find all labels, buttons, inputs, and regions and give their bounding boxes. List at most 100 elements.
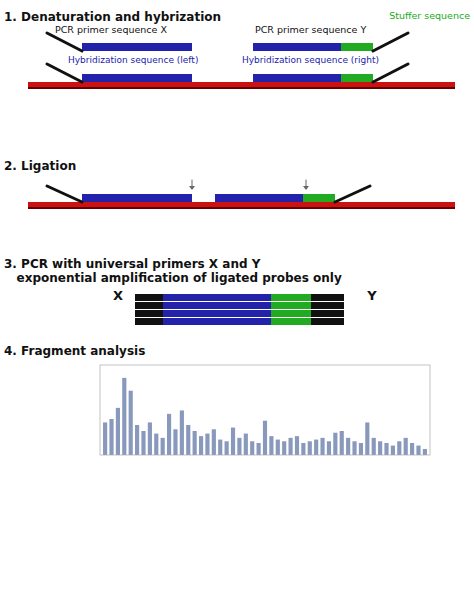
amplicon-primer-x	[135, 302, 163, 309]
bar	[289, 438, 293, 455]
bar	[282, 441, 286, 455]
right-probe-stuffer	[303, 194, 335, 202]
left-probe-primer	[47, 186, 82, 202]
amplicon-primer-y	[311, 318, 344, 325]
dna-strand	[28, 82, 455, 87]
ligation-arrow-head	[303, 186, 309, 190]
bar	[423, 449, 427, 455]
amplicon-hybridization	[163, 294, 271, 301]
plot-background	[100, 365, 430, 455]
section-title: 2. Ligation	[4, 159, 76, 173]
bar	[276, 440, 280, 455]
bar	[244, 434, 248, 455]
left-probe-primer	[47, 64, 82, 82]
left-probe-hybridization	[82, 74, 192, 82]
bar	[173, 429, 177, 455]
amplicon-primer-x	[135, 310, 163, 317]
bars	[103, 378, 427, 455]
amplicon-primer-x	[135, 318, 163, 325]
right-probe-hybridization	[253, 43, 341, 51]
section-subtitle: exponential amplification of ligated pro…	[4, 271, 342, 285]
bar	[225, 441, 229, 455]
amplicon-primer-y	[311, 302, 344, 309]
ligation-arrow-head	[189, 186, 195, 190]
bar	[391, 446, 395, 455]
bar	[378, 441, 382, 455]
hybridization-label: Hybridization sequence (left)	[68, 55, 198, 65]
bar	[129, 391, 133, 455]
bar	[416, 446, 420, 455]
bar	[365, 422, 369, 455]
bar	[410, 443, 414, 455]
bar	[314, 440, 318, 455]
right-probe-hybridization	[253, 74, 341, 82]
primer-label: PCR primer sequence X	[55, 24, 167, 35]
bar	[212, 429, 216, 455]
left-probe-hybridization	[82, 194, 192, 202]
bar	[148, 422, 152, 455]
amplicon-primer-y	[311, 310, 344, 317]
bar	[193, 431, 197, 455]
bar	[397, 441, 401, 455]
dna-strand-complement	[28, 207, 455, 209]
plot-frame	[100, 365, 430, 455]
bar	[161, 438, 165, 455]
amplicon-stuffer	[271, 294, 311, 301]
right-probe-primer	[373, 33, 408, 51]
right-probe-stuffer	[341, 74, 373, 82]
bar	[167, 414, 171, 455]
bar	[237, 438, 241, 455]
bar	[257, 443, 261, 455]
bar	[352, 441, 356, 455]
bar	[346, 438, 350, 455]
amplicon-hybridization	[163, 302, 271, 309]
amplicon-hybridization	[163, 310, 271, 317]
bar	[109, 419, 113, 455]
bar	[320, 438, 324, 455]
stuffer-label: Stuffer sequence	[389, 10, 470, 21]
left-probe-hybridization	[82, 43, 192, 51]
bar	[231, 428, 235, 455]
amplicon-primer-x	[135, 294, 163, 301]
amplicon-stuffer	[271, 318, 311, 325]
bar	[180, 410, 184, 455]
bar	[295, 436, 299, 455]
bar	[122, 378, 126, 455]
amplicon-hybridization	[163, 318, 271, 325]
right-probe-primer	[373, 64, 408, 82]
bar	[135, 425, 139, 455]
bar	[116, 408, 120, 455]
bar	[308, 441, 312, 455]
bar	[340, 431, 344, 455]
dna-strand-complement	[28, 87, 455, 89]
bar	[333, 433, 337, 455]
figure: 1. Denaturation and hybrizationPCR prime…	[0, 0, 474, 611]
section-title: 1. Denaturation and hybrization	[4, 10, 221, 24]
primer-label: PCR primer sequence Y	[255, 24, 366, 35]
hybridization-label: Hybridization sequence (right)	[242, 55, 379, 65]
bar	[404, 438, 408, 455]
bar	[359, 443, 363, 455]
bar	[372, 438, 376, 455]
bar	[141, 431, 145, 455]
amplicon-stuffer	[271, 302, 311, 309]
bar	[250, 441, 254, 455]
bar	[327, 441, 331, 455]
ligation-arrow	[192, 180, 193, 187]
left-probe-primer	[47, 33, 82, 51]
amplicon-primer-y	[311, 294, 344, 301]
right-probe-stuffer	[341, 43, 373, 51]
bar	[205, 434, 209, 455]
bar	[218, 440, 222, 455]
bar	[384, 443, 388, 455]
right-probe-primer	[335, 186, 370, 202]
bar	[103, 422, 107, 455]
dna-strand	[28, 202, 455, 207]
bar	[301, 443, 305, 455]
primer-y-label: Y	[366, 288, 377, 303]
ligation-arrow	[306, 180, 307, 187]
bar	[263, 421, 267, 455]
primer-x-label: X	[113, 288, 123, 303]
section-title: 3. PCR with universal primers X and Y	[4, 257, 261, 271]
bar	[199, 436, 203, 455]
